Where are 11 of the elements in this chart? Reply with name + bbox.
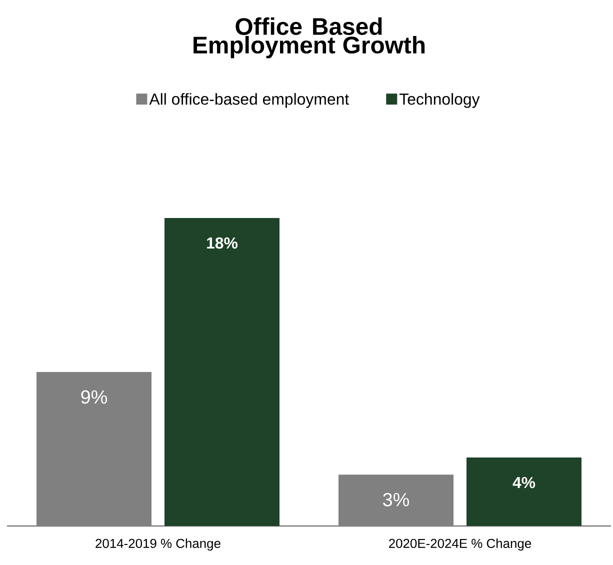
bar bbox=[466, 458, 582, 526]
legend-label: Technology bbox=[400, 93, 480, 108]
x-tick-label: 2014-2019 % Change bbox=[96, 538, 220, 551]
bar bbox=[164, 218, 280, 526]
chart-title: Office Based Employment Growth bbox=[194, 17, 425, 58]
legend-label: All office-based employment bbox=[149, 93, 349, 108]
data-label: 18% bbox=[207, 237, 238, 249]
data-label: 3% bbox=[383, 492, 410, 506]
x-tick-label: 2020E-2024E % Change bbox=[389, 538, 532, 551]
data-label: 4% bbox=[512, 476, 536, 488]
data-label: 9% bbox=[81, 390, 107, 404]
